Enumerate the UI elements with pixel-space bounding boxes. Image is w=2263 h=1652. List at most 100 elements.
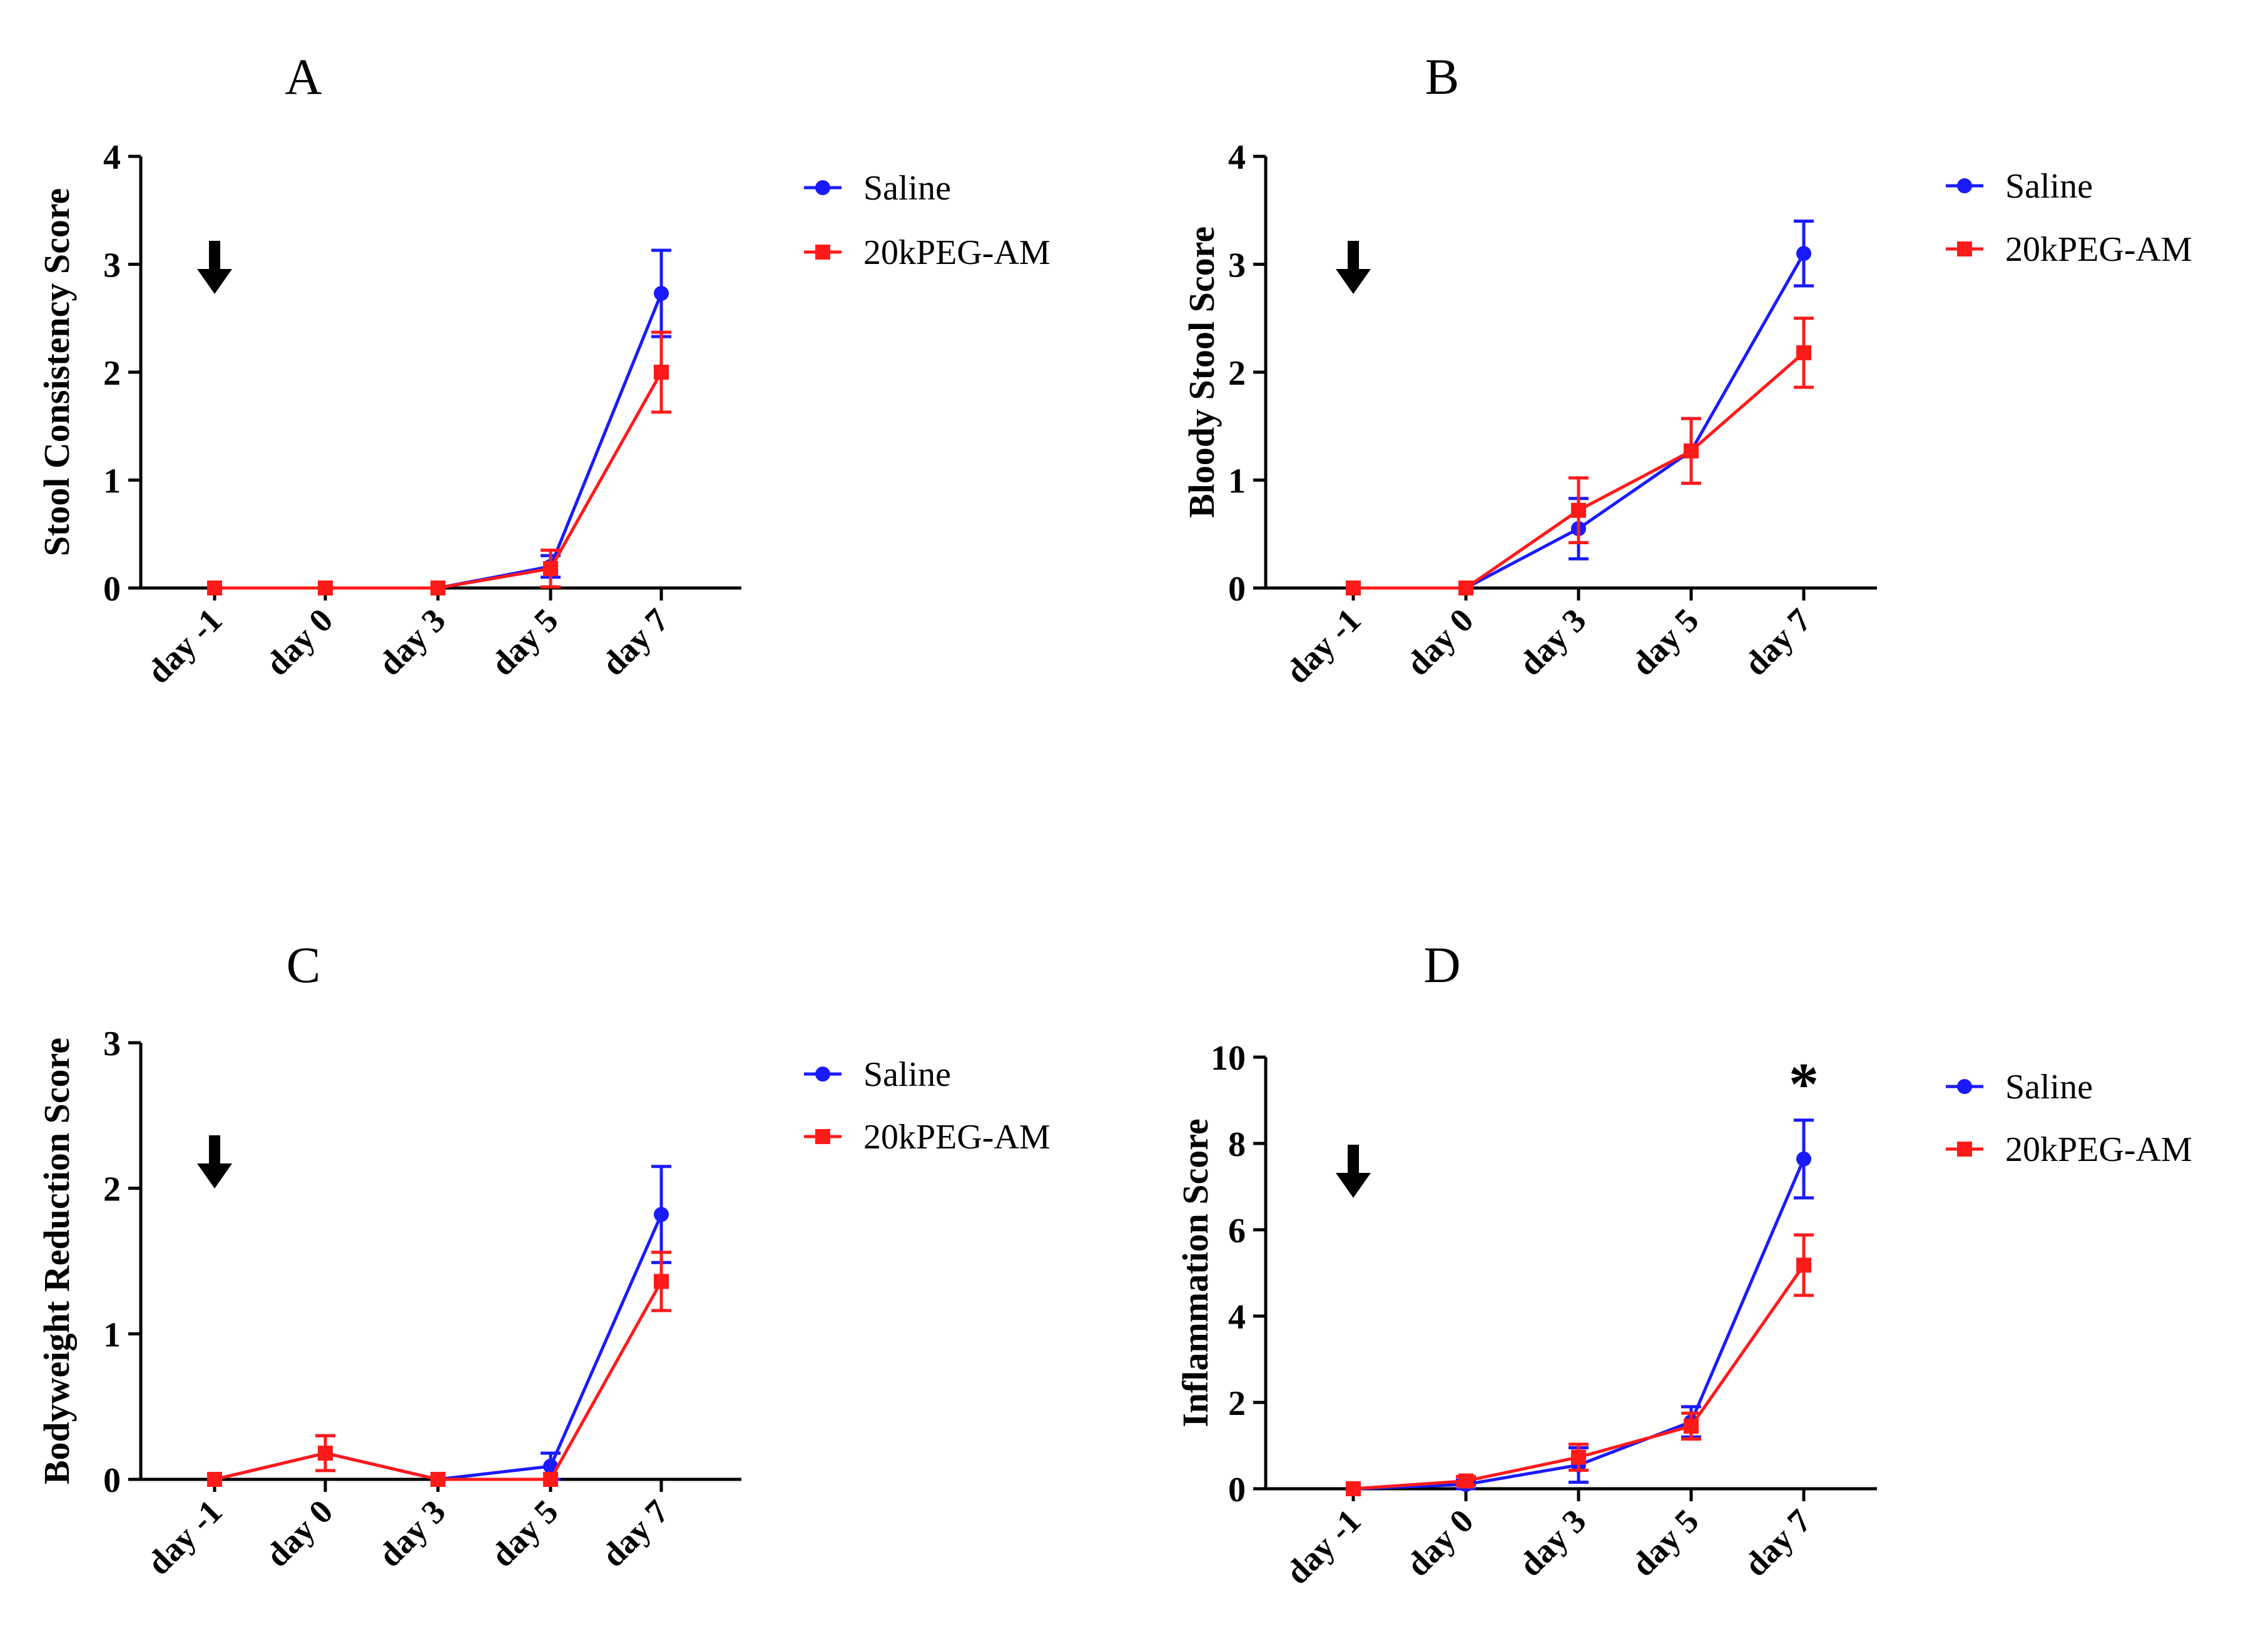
legend-label: 20kPEG-AM xyxy=(2005,1130,2192,1169)
data-point xyxy=(1346,580,1361,595)
data-point xyxy=(543,560,558,576)
y-axis-label: Stool Consistency Score xyxy=(36,188,77,557)
chart-panel-a: A 0 1 2 3 4 day -1 day 0 day 3 day 5 day 7 Stool Co… xyxy=(36,48,1050,691)
chart-panel-c: C 0 1 2 3 day -1 day 0 day 3 day 5 day 7 Bodyweigh… xyxy=(36,936,1050,1582)
data-point xyxy=(1796,1257,1811,1273)
significance-marker: * xyxy=(1789,1051,1819,1118)
data-point xyxy=(430,580,445,595)
data-point xyxy=(654,1207,669,1222)
x-tick-label: day -1 xyxy=(1278,1502,1368,1591)
series-line xyxy=(1353,1158,1806,1491)
legend-marker xyxy=(815,1067,830,1082)
data-point xyxy=(654,286,669,302)
data-point xyxy=(1571,502,1586,518)
x-tick-label: day -1 xyxy=(140,601,229,691)
y-tick-label: 2 xyxy=(103,354,121,393)
arrow-annotation-head xyxy=(197,1163,232,1188)
data-point xyxy=(654,1274,669,1289)
y-axis-label: Bloody Stool Score xyxy=(1181,226,1222,518)
panel-title: A xyxy=(285,48,322,105)
arrow-annotation-shaft xyxy=(1348,241,1359,272)
series-line xyxy=(214,1214,663,1481)
legend-label: Saline xyxy=(2005,1068,2093,1107)
data-point xyxy=(1346,1481,1361,1496)
x-tick-label: day 5 xyxy=(1624,601,1706,682)
y-tick-label: 1 xyxy=(103,462,121,501)
x-tick-label: day -1 xyxy=(140,1492,229,1582)
x-tick-label: day 0 xyxy=(1399,1502,1480,1583)
x-tick-label: day 7 xyxy=(1737,601,1818,682)
y-tick-label: 10 xyxy=(1211,1039,1246,1078)
x-tick-label: day 3 xyxy=(371,601,452,682)
legend-label: 20kPEG-AM xyxy=(863,1118,1050,1157)
y-tick-label: 0 xyxy=(103,1461,121,1500)
x-tick-label: day 5 xyxy=(484,601,565,682)
y-tick-label: 1 xyxy=(103,1315,121,1354)
y-tick-label: 4 xyxy=(1228,138,1246,177)
data-point xyxy=(207,580,222,595)
y-tick-label: 3 xyxy=(103,1025,121,1063)
data-point xyxy=(543,1472,558,1487)
x-tick-label: day 5 xyxy=(484,1492,565,1574)
legend-label: 20kPEG-AM xyxy=(2005,230,2192,269)
legend-label: Saline xyxy=(863,1055,951,1094)
legend-marker xyxy=(1957,1079,1972,1094)
legend-marker xyxy=(1957,241,1972,256)
chart-panel-b: B 0 1 2 3 4 day -1 day 0 day 3 day 5 day 7 Bloody S… xyxy=(1181,48,2192,691)
data-point xyxy=(1571,1449,1586,1465)
data-point xyxy=(318,580,333,595)
x-tick-label: day 0 xyxy=(1399,601,1480,682)
series-line xyxy=(215,293,663,590)
arrow-annotation-head xyxy=(1336,269,1371,294)
panel-title: C xyxy=(287,936,321,993)
x-tick-label: day 7 xyxy=(594,601,676,682)
data-point xyxy=(1684,443,1699,459)
data-point xyxy=(654,365,669,380)
x-tick-label: day 7 xyxy=(1737,1502,1818,1583)
legend-label: Saline xyxy=(2005,167,2093,206)
y-axis-label: Bodyweight Reduction Score xyxy=(36,1038,77,1484)
data-point xyxy=(1458,1473,1473,1489)
y-tick-label: 0 xyxy=(103,570,121,609)
data-point xyxy=(1684,1418,1699,1434)
y-tick-label: 6 xyxy=(1228,1212,1246,1250)
y-tick-label: 2 xyxy=(103,1170,121,1209)
y-tick-label: 3 xyxy=(1228,246,1246,285)
y-tick-label: 8 xyxy=(1228,1125,1246,1164)
series-line xyxy=(214,1280,663,1481)
arrow-annotation-shaft xyxy=(209,1135,220,1167)
chart-panel-d: D 0 2 4 6 8 10 day -1 day 0 day 3 day 5 day 7 Inflam… xyxy=(1175,936,2192,1591)
y-tick-label: 0 xyxy=(1228,570,1246,609)
x-tick-label: day 7 xyxy=(594,1492,676,1574)
data-point xyxy=(1796,345,1811,360)
y-tick-label: 4 xyxy=(103,138,121,177)
y-tick-label: 2 xyxy=(1228,1384,1246,1423)
x-tick-label: day 3 xyxy=(1512,601,1593,682)
y-tick-label: 1 xyxy=(1228,462,1246,501)
legend-label: Saline xyxy=(863,169,951,208)
legend-label: 20kPEG-AM xyxy=(863,233,1050,272)
panel-title: D xyxy=(1423,936,1460,993)
x-tick-label: day -1 xyxy=(1278,601,1368,691)
arrow-annotation-shaft xyxy=(1348,1145,1359,1176)
arrow-annotation-shaft xyxy=(209,241,220,272)
x-tick-label: day 3 xyxy=(1512,1502,1593,1583)
x-tick-label: day 0 xyxy=(258,1492,340,1574)
arrow-annotation-head xyxy=(1336,1173,1371,1198)
x-tick-label: day 5 xyxy=(1624,1502,1706,1583)
x-tick-label: day 0 xyxy=(258,601,340,682)
y-tick-label: 4 xyxy=(1228,1298,1246,1337)
y-tick-label: 2 xyxy=(1228,354,1246,393)
data-point xyxy=(207,1472,222,1487)
data-point xyxy=(1458,580,1473,595)
x-tick-label: day 3 xyxy=(371,1492,452,1574)
data-point xyxy=(318,1446,333,1461)
series-line xyxy=(215,371,663,590)
data-point xyxy=(1796,1151,1811,1167)
data-point xyxy=(1796,246,1811,261)
legend-marker xyxy=(1957,1142,1972,1157)
legend-marker xyxy=(815,180,830,195)
legend-marker xyxy=(1957,178,1972,193)
legend-marker xyxy=(815,245,830,260)
